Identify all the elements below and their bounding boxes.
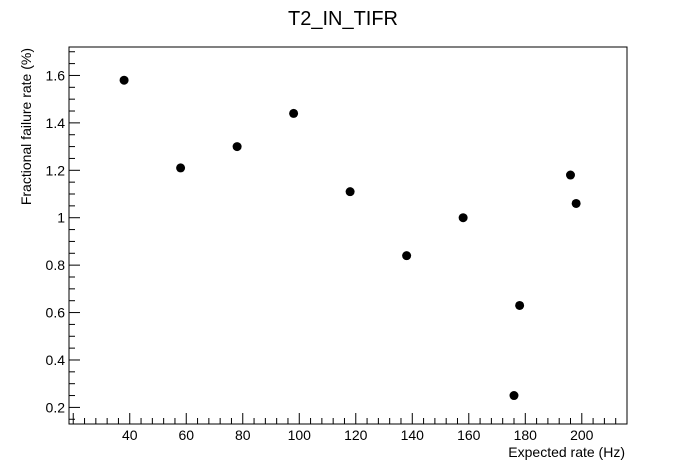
data-point [289, 108, 299, 118]
y-axis: 0.2 0.4 0.6 0.8 1 1.2 1.4 1.6 [46, 51, 80, 420]
x-tick-label: 200 [570, 427, 594, 443]
y-tick-label: 0.8 [46, 257, 66, 273]
plot-frame [68, 46, 628, 425]
data-point [571, 198, 581, 208]
y-tick-label: 1.4 [46, 115, 66, 131]
y-tick-label: 0.4 [46, 352, 66, 368]
x-tick-label: 60 [178, 427, 194, 443]
y-tick-label: 1.6 [46, 67, 66, 83]
x-axis-label: Expected rate (Hz) [508, 444, 625, 460]
data-point [119, 75, 129, 85]
x-tick-label: 140 [401, 427, 425, 443]
x-tick-label: 40 [122, 427, 138, 443]
x-tick-label: 120 [344, 427, 368, 443]
y-axis-label: Fractional failure rate (%) [18, 48, 34, 205]
y-tick-label: 1 [57, 210, 65, 226]
x-tick-label: 180 [514, 427, 538, 443]
x-tick-label: 80 [235, 427, 251, 443]
data-point [509, 391, 519, 401]
chart-title: T2_IN_TIFR [288, 8, 398, 30]
data-point [402, 251, 412, 261]
x-tick-label: 160 [457, 427, 481, 443]
x-axis: 40 60 80 100 120 140 160 180 200 [72, 413, 628, 443]
y-tick-label: 1.2 [46, 162, 66, 178]
data-point [232, 142, 242, 152]
data-point [345, 187, 355, 197]
x-tick-label: 100 [288, 427, 312, 443]
y-tick-label: 0.2 [46, 399, 66, 415]
data-point [565, 170, 575, 180]
y-tick-label: 0.6 [46, 305, 66, 321]
data-point [176, 163, 186, 173]
data-point [515, 300, 525, 310]
data-points [119, 75, 581, 401]
data-point [458, 213, 468, 223]
